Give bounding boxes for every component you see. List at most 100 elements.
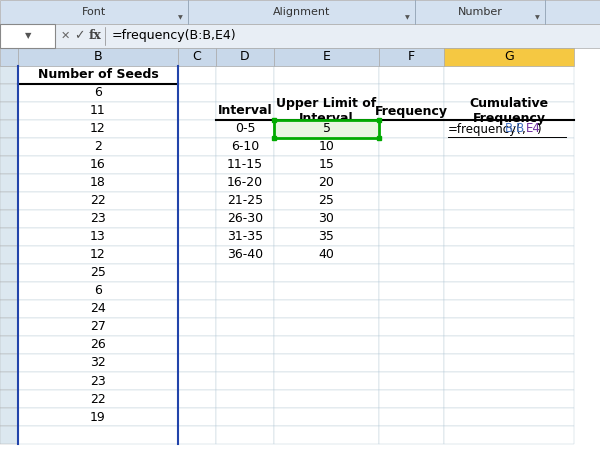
Bar xyxy=(0,246,18,264)
Bar xyxy=(178,264,216,282)
Bar xyxy=(379,300,444,318)
Bar xyxy=(0,48,18,66)
Bar xyxy=(444,192,574,210)
Text: 23: 23 xyxy=(90,213,106,226)
Bar xyxy=(178,84,216,102)
Bar xyxy=(178,102,216,120)
Bar xyxy=(274,102,379,120)
Bar xyxy=(274,372,379,390)
Bar xyxy=(178,120,216,138)
Bar xyxy=(216,210,274,228)
Bar xyxy=(444,228,574,246)
Bar xyxy=(379,408,444,426)
Bar xyxy=(18,300,178,318)
Bar xyxy=(216,426,274,444)
Bar xyxy=(444,264,574,282)
Bar xyxy=(18,228,178,246)
Text: 20: 20 xyxy=(319,177,334,190)
Bar xyxy=(18,372,178,390)
Bar xyxy=(444,372,574,390)
Bar xyxy=(216,228,274,246)
Bar xyxy=(274,300,379,318)
Bar xyxy=(274,66,379,84)
Bar xyxy=(216,336,274,354)
Text: 15: 15 xyxy=(319,159,334,172)
Text: 30: 30 xyxy=(319,213,334,226)
Bar xyxy=(274,156,379,174)
Bar xyxy=(379,282,444,300)
Bar xyxy=(444,390,574,408)
Bar xyxy=(18,264,178,282)
Bar xyxy=(0,282,18,300)
Bar xyxy=(178,66,216,84)
Bar xyxy=(0,372,18,390)
Text: C: C xyxy=(193,51,202,64)
Text: 35: 35 xyxy=(319,231,334,244)
Text: 12: 12 xyxy=(90,122,106,135)
Bar xyxy=(274,264,379,282)
Bar xyxy=(274,210,379,228)
Bar xyxy=(18,354,178,372)
Bar xyxy=(379,210,444,228)
Bar xyxy=(0,354,18,372)
Text: ▼: ▼ xyxy=(404,15,409,20)
Bar xyxy=(18,282,178,300)
Bar xyxy=(178,210,216,228)
Bar xyxy=(274,192,379,210)
Bar xyxy=(18,120,178,138)
Bar xyxy=(0,264,18,282)
Bar xyxy=(274,408,379,426)
Bar xyxy=(0,0,600,24)
Bar xyxy=(216,372,274,390)
Text: ✕: ✕ xyxy=(61,31,70,41)
Text: 2: 2 xyxy=(94,140,102,153)
Bar xyxy=(274,390,379,408)
Bar xyxy=(0,102,18,120)
Bar xyxy=(274,84,379,102)
Bar xyxy=(379,318,444,336)
Bar xyxy=(0,336,18,354)
Text: 26-30: 26-30 xyxy=(227,213,263,226)
Text: 36-40: 36-40 xyxy=(227,248,263,261)
Bar xyxy=(178,300,216,318)
Bar xyxy=(178,372,216,390)
Text: 25: 25 xyxy=(319,194,334,207)
Bar xyxy=(216,174,274,192)
Bar xyxy=(18,48,178,66)
Text: E4: E4 xyxy=(526,122,541,135)
Text: B:B: B:B xyxy=(505,122,526,135)
Bar xyxy=(18,138,178,156)
Bar xyxy=(0,300,18,318)
Bar xyxy=(379,372,444,390)
Text: 25: 25 xyxy=(90,266,106,279)
Bar xyxy=(444,426,574,444)
Text: Frequency: Frequency xyxy=(375,105,448,118)
Bar xyxy=(18,390,178,408)
Bar xyxy=(216,120,274,138)
Bar xyxy=(216,66,274,84)
Text: 32: 32 xyxy=(90,357,106,370)
Bar xyxy=(444,66,574,84)
Text: Alignment: Alignment xyxy=(273,7,330,17)
Text: 23: 23 xyxy=(90,374,106,387)
Bar xyxy=(216,282,274,300)
Bar xyxy=(444,156,574,174)
Text: ▼: ▼ xyxy=(535,15,539,20)
Text: ): ) xyxy=(536,122,541,135)
Bar xyxy=(178,192,216,210)
Text: D: D xyxy=(240,51,250,64)
Bar xyxy=(0,156,18,174)
Bar xyxy=(216,102,274,120)
Bar xyxy=(0,24,600,48)
Bar xyxy=(379,102,444,120)
Bar xyxy=(18,66,178,84)
Bar xyxy=(379,228,444,246)
Bar xyxy=(444,138,574,156)
Bar xyxy=(379,426,444,444)
Bar xyxy=(0,192,18,210)
Bar xyxy=(18,174,178,192)
Bar xyxy=(178,156,216,174)
Text: 6-10: 6-10 xyxy=(231,140,259,153)
Text: =frequency(B:B,E4): =frequency(B:B,E4) xyxy=(112,29,236,42)
Text: 5: 5 xyxy=(323,122,331,135)
